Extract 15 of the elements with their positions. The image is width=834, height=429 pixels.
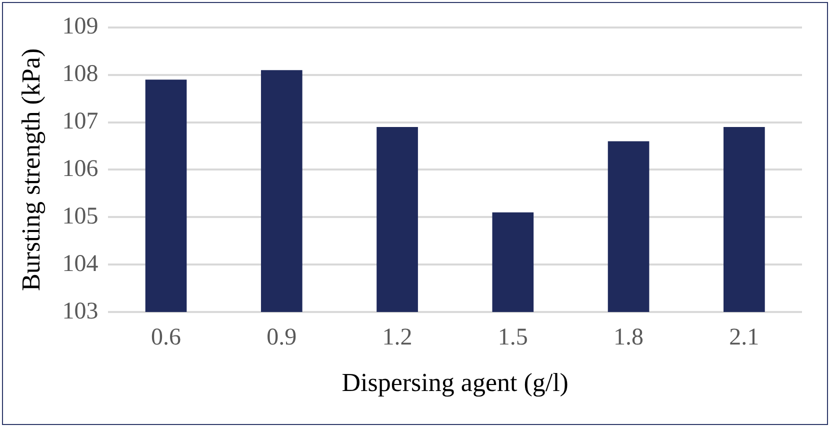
x-tick-label: 1.2 xyxy=(382,324,412,351)
y-tick-label: 108 xyxy=(62,61,98,88)
y-tick-label: 109 xyxy=(62,14,98,40)
x-axis-title: Dispersing agent (g/l) xyxy=(342,368,568,398)
x-tick-label: 1.5 xyxy=(498,324,528,351)
x-tick-label: 1.8 xyxy=(614,324,644,351)
y-tick-label: 105 xyxy=(62,203,98,230)
y-tick-label: 106 xyxy=(62,156,98,182)
x-tick-label: 0.9 xyxy=(266,324,297,351)
y-tick-label: 104 xyxy=(62,250,98,277)
y-axis-title: Bursting strength (kPa) xyxy=(16,48,46,292)
x-tick-label: 2.1 xyxy=(729,324,760,351)
y-tick-label: 107 xyxy=(62,108,98,135)
x-tick-label: 0.6 xyxy=(151,324,182,351)
y-tick-label: 103 xyxy=(62,298,98,324)
